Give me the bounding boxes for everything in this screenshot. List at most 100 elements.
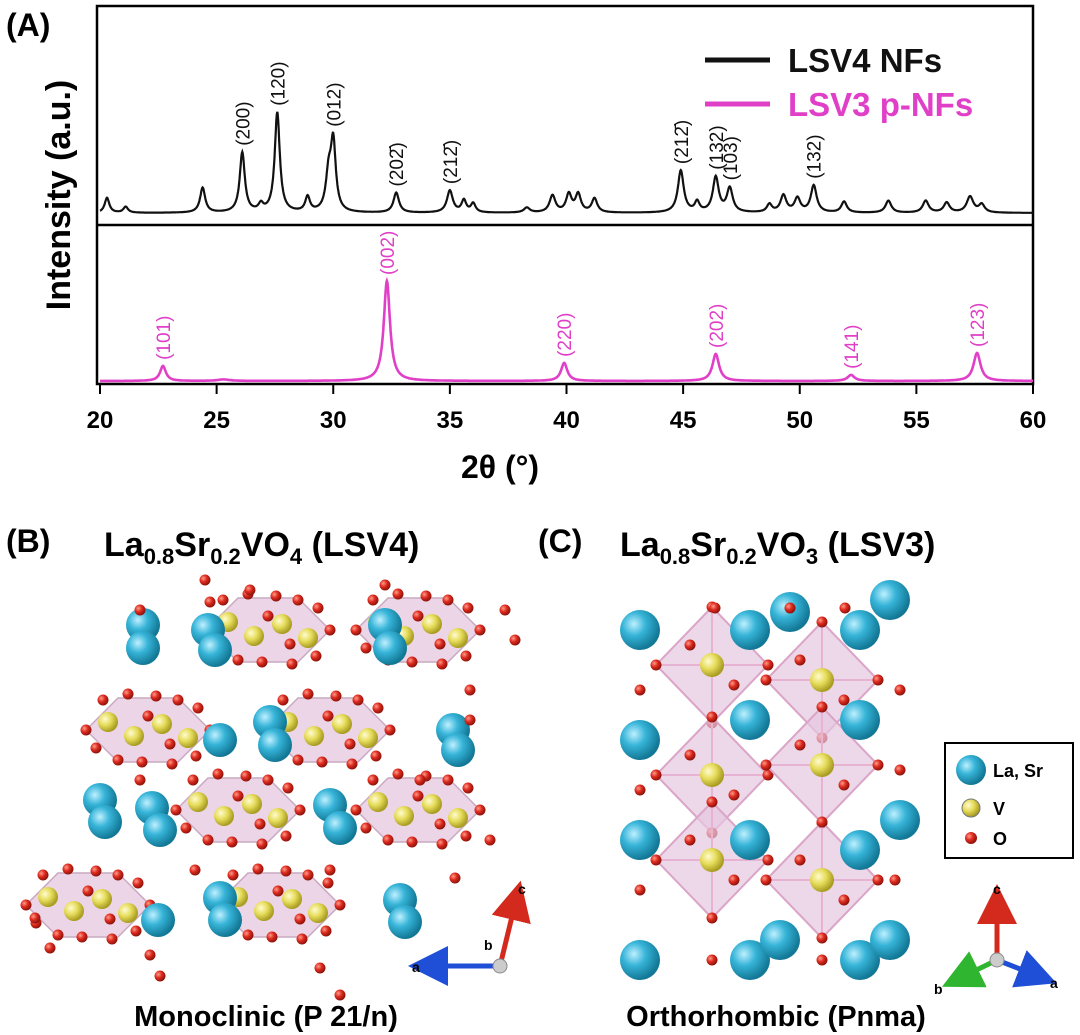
panel-b-label: (B) xyxy=(6,523,50,559)
xrd-chart: 20 25 30 35 40 45 50 55 60 (200) (120) (012) (202̄)… xyxy=(40,4,1046,485)
peak-label: (220) xyxy=(555,313,576,357)
o-atom xyxy=(462,602,474,614)
peak-label: (212̄) xyxy=(441,140,462,184)
v-atom xyxy=(254,901,274,921)
o-atom xyxy=(372,702,384,714)
axes-triad-c: c a b xyxy=(934,881,1058,997)
x-axis-ticks: 20 25 30 35 40 45 50 55 60 xyxy=(87,384,1046,434)
o-atom xyxy=(420,590,432,602)
o-atom xyxy=(650,854,662,866)
o-atom xyxy=(112,754,124,766)
la-sr-atom xyxy=(870,580,910,620)
v-atom xyxy=(188,792,208,812)
o-atom xyxy=(816,616,828,628)
o-atom xyxy=(762,854,774,866)
lsv4-crystal-structure xyxy=(20,574,521,1001)
o-atom xyxy=(728,874,740,886)
la-sr-atom-icon xyxy=(956,755,986,785)
o-atom xyxy=(392,768,404,780)
x-tick-label: 35 xyxy=(437,407,464,434)
v-atom xyxy=(810,668,834,692)
o-atom xyxy=(324,624,336,636)
la-sr-atom xyxy=(126,631,160,665)
o-atom-icon xyxy=(965,832,977,844)
o-atom xyxy=(344,738,356,750)
panel-a-label: (A) xyxy=(6,7,50,43)
axis-a-label-c: a xyxy=(1050,975,1058,991)
panel-c-caption: Orthorhombic (Pnma) xyxy=(626,1001,926,1033)
v-atom xyxy=(810,868,834,892)
o-atom xyxy=(294,804,306,816)
la-sr-atom xyxy=(258,728,292,762)
o-atom xyxy=(360,822,372,834)
o-atom xyxy=(212,768,224,780)
v-atom xyxy=(810,753,834,777)
la-sr-atom xyxy=(760,920,800,960)
o-atom xyxy=(436,658,448,670)
la-sr-atom xyxy=(840,700,880,740)
o-atom xyxy=(350,624,362,636)
o-atom xyxy=(242,929,254,941)
o-atom xyxy=(838,694,850,706)
o-atom xyxy=(37,869,49,881)
o-atom xyxy=(122,688,134,700)
o-atom xyxy=(277,694,289,706)
v-atom xyxy=(98,712,118,732)
o-atom xyxy=(760,874,772,886)
axis-a-label-b: a xyxy=(412,959,420,975)
o-atom xyxy=(406,656,418,668)
o-atom xyxy=(760,674,772,686)
o-atom xyxy=(150,690,162,702)
o-atom xyxy=(434,818,446,830)
la-sr-atom xyxy=(203,723,237,757)
o-atom xyxy=(379,579,391,591)
o-atom xyxy=(382,834,394,846)
peak-label: (103) xyxy=(721,136,742,180)
v-atom xyxy=(332,714,352,734)
o-atom xyxy=(254,818,266,830)
v-atom xyxy=(304,726,324,746)
la-sr-atom xyxy=(840,940,880,980)
o-atom xyxy=(90,742,102,754)
lsv3-peak-labels: (101) (002) (220) (202) (141) (123) xyxy=(154,231,989,369)
v-atom xyxy=(298,628,318,648)
o-atom xyxy=(872,674,884,686)
o-atom xyxy=(244,584,256,596)
o-atom xyxy=(80,724,92,736)
peak-label: (202) xyxy=(707,304,728,348)
o-atom xyxy=(20,899,32,911)
o-atom xyxy=(190,750,202,762)
o-atom xyxy=(76,931,88,943)
o-atom xyxy=(29,912,41,924)
o-atom xyxy=(894,684,906,696)
v-atom xyxy=(124,726,144,746)
o-atom xyxy=(112,869,124,881)
o-atom xyxy=(460,830,472,842)
series-line-lsv4 xyxy=(99,111,1033,214)
o-atom xyxy=(412,610,424,622)
o-atom xyxy=(412,790,424,802)
o-atom xyxy=(180,822,192,834)
o-atom xyxy=(464,714,476,726)
v-atom xyxy=(282,889,302,909)
o-atom xyxy=(384,724,396,736)
o-atom xyxy=(320,925,332,937)
peak-label: (202̄) xyxy=(387,142,408,186)
o-atom xyxy=(256,838,268,850)
o-atom xyxy=(232,654,244,666)
la-sr-atom xyxy=(730,940,770,980)
o-atom xyxy=(302,869,314,881)
v-atom-icon xyxy=(961,798,981,818)
o-atom xyxy=(106,933,118,945)
o-atom xyxy=(97,694,109,706)
o-atom xyxy=(310,650,322,662)
v-atom xyxy=(448,808,468,828)
o-atom xyxy=(202,834,214,846)
o-atom xyxy=(330,690,342,702)
o-atom xyxy=(296,933,308,945)
o-atom xyxy=(136,756,148,768)
y-axis-label: Intensity (a.u.) xyxy=(40,80,78,310)
o-atom xyxy=(634,884,646,896)
o-atom xyxy=(474,804,486,816)
la-sr-atom xyxy=(620,720,660,760)
